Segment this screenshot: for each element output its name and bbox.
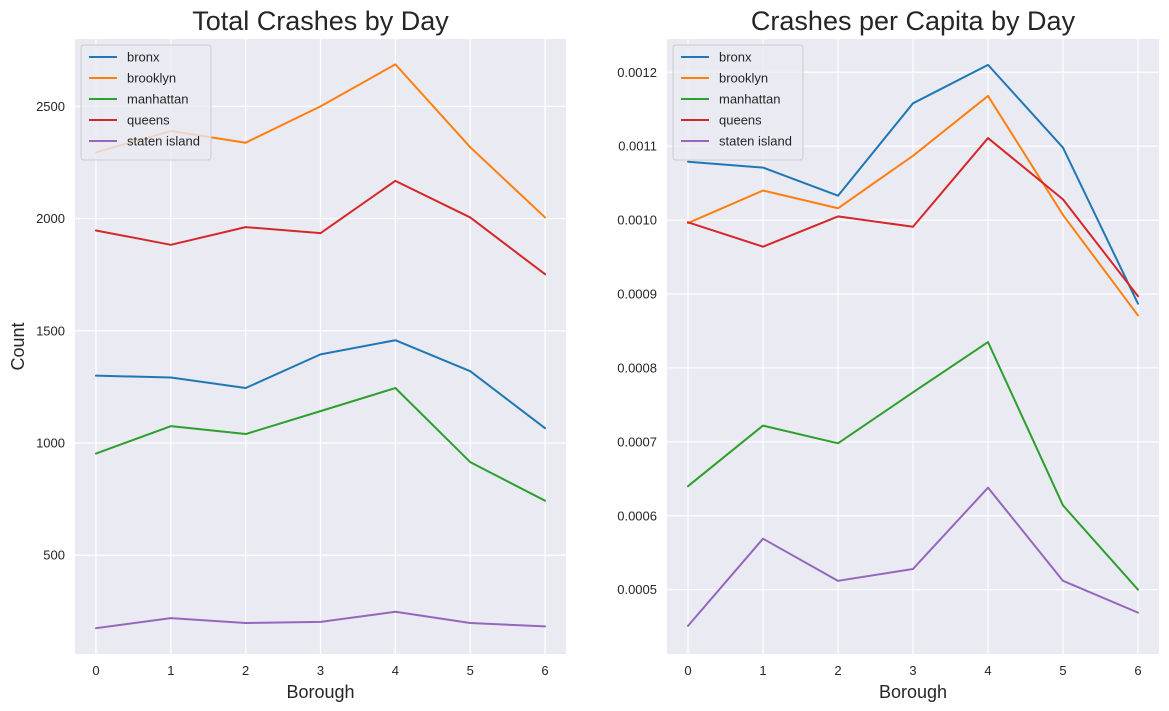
per-capita-legend-label: brooklyn — [719, 71, 768, 86]
total-crashes-y-axis-label: Count — [8, 322, 28, 370]
per-capita-series-line-brooklyn — [687, 94, 1139, 317]
total-crashes-x-tick-label: 0 — [92, 663, 99, 678]
total-crashes-legend-label: bronx — [127, 50, 160, 65]
total-crashes-legend-label: brooklyn — [127, 71, 176, 86]
total-crashes-series-line-queens — [94, 179, 547, 276]
per-capita-y-tick-label: 0.0011 — [618, 139, 657, 154]
per-capita-series-line-staten-island — [687, 486, 1139, 627]
total-crashes-y-tick-label: 1500 — [36, 323, 65, 338]
per-capita-legend — [672, 44, 804, 161]
per-capita-legend-label: staten island — [719, 134, 792, 149]
per-capita-x-tick-label: 4 — [984, 663, 991, 678]
total-crashes-x-axis-label: Borough — [286, 682, 354, 702]
total-crashes-x-tick-label: 1 — [167, 663, 174, 678]
total-crashes-x-tick-label: 6 — [541, 663, 548, 678]
per-capita-x-tick-label: 5 — [1059, 663, 1066, 678]
per-capita-y-tick-label: 0.0012 — [617, 65, 657, 80]
per-capita-series-line-queens — [687, 137, 1139, 298]
per-capita-x-tick-label: 3 — [909, 663, 916, 678]
total-crashes-x-tick-label: 2 — [242, 663, 249, 678]
total-crashes-chart: 0 1 2 3 4 5 6 500 1000 1500 2000 2500 Total Crashes … — [8, 6, 566, 702]
total-crashes-series-line-bronx — [94, 339, 547, 430]
total-crashes-y-tick-label: 500 — [43, 548, 65, 563]
total-crashes-legend-label: staten island — [127, 134, 200, 149]
per-capita-y-tick-label: 0.0008 — [617, 360, 657, 375]
per-capita-y-tick-label: 0.0009 — [617, 287, 657, 302]
per-capita-legend-label: manhattan — [719, 92, 780, 107]
total-crashes-series-line-staten-island — [94, 610, 547, 630]
crashes-per-capita-chart: 0 1 2 3 4 5 6 0.0005 0.0006 0.0007 0.0008 0.0009 0.0… — [617, 6, 1159, 702]
total-crashes-x-tick-label: 4 — [392, 663, 399, 678]
total-crashes-legend-label: manhattan — [127, 92, 188, 107]
total-crashes-y-tick-label: 2500 — [36, 99, 65, 114]
per-capita-x-axis-label: Borough — [879, 682, 947, 702]
total-crashes-chart-title: Total Crashes by Day — [192, 6, 449, 36]
total-crashes-x-tick-label: 3 — [317, 663, 324, 678]
per-capita-legend-label: queens — [719, 113, 762, 128]
per-capita-x-tick-label: 6 — [1134, 663, 1141, 678]
per-capita-y-tick-label: 0.0006 — [617, 508, 657, 523]
per-capita-x-tick-label: 1 — [759, 663, 766, 678]
per-capita-series-line-bronx — [687, 63, 1139, 305]
per-capita-x-tick-label: 0 — [684, 663, 691, 678]
total-crashes-legend-label: queens — [127, 113, 170, 128]
total-crashes-series-line-manhattan — [94, 387, 547, 502]
per-capita-y-tick-label: 0.0007 — [617, 434, 657, 449]
per-capita-series-line-manhattan — [687, 341, 1139, 591]
per-capita-y-tick-label: 0.0010 — [617, 213, 657, 228]
per-capita-chart-title: Crashes per Capita by Day — [751, 6, 1076, 36]
total-crashes-legend — [80, 44, 212, 161]
per-capita-legend-label: bronx — [719, 50, 752, 65]
per-capita-x-tick-label: 2 — [834, 663, 841, 678]
total-crashes-x-tick-label: 5 — [467, 663, 474, 678]
total-crashes-y-tick-label: 2000 — [36, 211, 65, 226]
per-capita-y-tick-label: 0.0005 — [617, 582, 657, 597]
total-crashes-y-tick-label: 1000 — [36, 436, 65, 451]
